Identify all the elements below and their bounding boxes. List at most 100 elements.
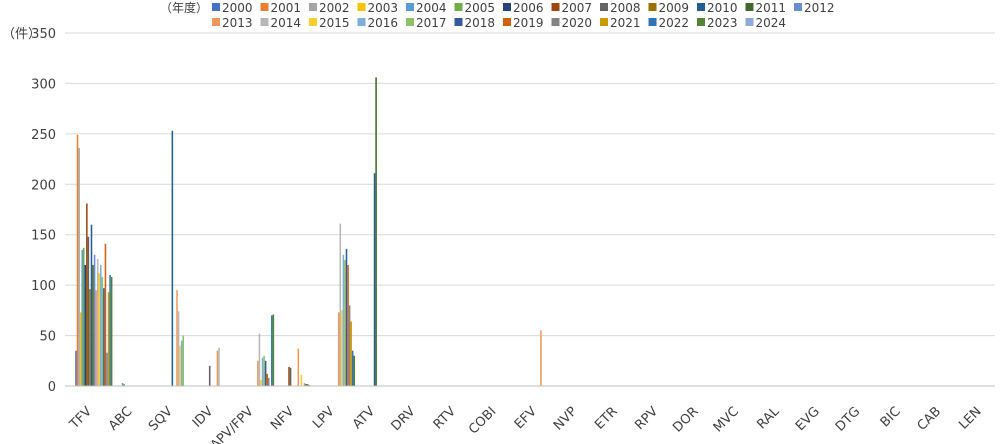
legend-swatch-2007 xyxy=(551,3,560,11)
bar-LPV-2019 xyxy=(347,264,349,386)
legend-label-2016: 2016 xyxy=(368,16,399,30)
bar-SQV-2016 xyxy=(180,340,183,386)
y-tick-label: 100 xyxy=(31,279,56,294)
bar-SQV-2010 xyxy=(171,130,174,386)
x-tick-label: MVC xyxy=(711,404,742,435)
legend-swatch-2006 xyxy=(503,3,511,11)
legend-label-2000: 2000 xyxy=(222,1,253,15)
bar-TFV-2023 xyxy=(110,277,113,386)
bar-TFV-2004 xyxy=(81,249,83,386)
legend-swatch-2011 xyxy=(745,3,754,11)
x-tick-label: RPV xyxy=(632,404,661,433)
legend-label-2003: 2003 xyxy=(368,1,399,15)
bar-TFV-2006 xyxy=(84,264,87,386)
bar-IDV-2008 xyxy=(208,365,211,386)
x-tick-label: TFV xyxy=(67,404,96,433)
legend-label-2007: 2007 xyxy=(562,1,593,15)
x-tick-label: BIC xyxy=(878,404,904,430)
bar-TFV-2018 xyxy=(103,288,105,386)
legend-swatch-2015 xyxy=(309,18,317,26)
bar-IDV-2014 xyxy=(218,347,220,386)
x-tick-label: COBI xyxy=(466,404,499,437)
legend-label-2004: 2004 xyxy=(416,1,447,15)
bar-APV/FPV-2013 xyxy=(257,360,259,386)
bar-LPV-2020 xyxy=(348,305,351,386)
legend-swatch-2008 xyxy=(600,3,608,11)
x-tick-label: ABC xyxy=(106,404,135,433)
bar-TFV-2017 xyxy=(101,277,104,386)
legend-label-2024: 2024 xyxy=(756,16,787,30)
legend-swatch-2020 xyxy=(551,18,560,26)
bar-NFV-2007 xyxy=(288,366,290,386)
x-tick-label: RTV xyxy=(431,404,459,432)
x-tick-label: ATV xyxy=(350,404,378,432)
legend-label-2015: 2015 xyxy=(319,16,350,30)
bar-LPV-2017 xyxy=(344,259,346,386)
bar-TFV-2015 xyxy=(98,273,101,386)
bar-SQV-2015 xyxy=(179,345,181,386)
legend-label-2002: 2002 xyxy=(319,1,350,15)
bar-TFV-2014 xyxy=(96,258,99,386)
legend-title: （年度） xyxy=(160,0,208,15)
legend-swatch-2018 xyxy=(454,18,463,26)
bar-TFV-2000 xyxy=(75,350,77,386)
y-tick-label: 200 xyxy=(31,178,56,193)
bar-ATV-2011 xyxy=(375,77,377,387)
y-tick-label: 150 xyxy=(31,229,56,244)
x-tick-label: NVP xyxy=(551,404,580,433)
x-tick-label: EFV xyxy=(512,404,540,432)
legend-swatch-2024 xyxy=(745,18,754,26)
legend-swatch-2005 xyxy=(454,3,463,11)
legend-swatch-2016 xyxy=(357,18,366,26)
x-tick-label: RAL xyxy=(754,404,783,433)
legend-label-2011: 2011 xyxy=(756,1,787,15)
bar-NFV-2015 xyxy=(300,374,303,386)
bar-TFV-2013 xyxy=(95,290,97,386)
legend-swatch-2013 xyxy=(212,18,220,26)
bar-SQV-2014 xyxy=(177,311,180,386)
y-axis-unit: （件） xyxy=(2,27,41,42)
bar-TFV-2019 xyxy=(104,243,107,386)
bar-SQV-2017 xyxy=(182,335,184,386)
bar-TFV-2011 xyxy=(92,264,94,386)
bar-APV/FPV-2020 xyxy=(267,377,270,386)
x-tick-label: EVG xyxy=(793,404,823,434)
x-tick-label: CAB xyxy=(915,404,945,434)
bar-TFV-2002 xyxy=(78,147,80,386)
bar-TFV-2001 xyxy=(76,134,79,386)
y-tick-label: 250 xyxy=(31,128,56,143)
bar-TFV-2010 xyxy=(90,224,93,386)
bar-LPV-2014 xyxy=(339,223,342,386)
bar-LPV-2015 xyxy=(341,310,343,386)
legend-label-2012: 2012 xyxy=(804,1,835,15)
bar-TFV-2009 xyxy=(89,289,91,386)
y-tick-label: 50 xyxy=(39,330,56,345)
x-tick-label: APV/FPV xyxy=(208,404,257,444)
legend-swatch-2021 xyxy=(600,18,608,26)
bar-SQV-2013 xyxy=(176,290,178,386)
bar-APV/FPV-2023 xyxy=(272,314,275,386)
legend-swatch-2010 xyxy=(697,3,705,11)
bar-APV/FPV-2016 xyxy=(261,357,264,386)
bar-TFV-2012 xyxy=(93,254,96,386)
legend-label-2008: 2008 xyxy=(610,1,641,15)
x-tick-label: ETR xyxy=(592,404,620,432)
x-tick-label: LEN xyxy=(956,404,984,432)
x-tick-label: LPV xyxy=(310,404,338,432)
legend-label-2019: 2019 xyxy=(513,16,544,30)
legend-label-2010: 2010 xyxy=(707,1,738,15)
bar-LPV-2013 xyxy=(337,312,340,386)
bar-LPV-2022 xyxy=(351,350,354,386)
bar-LPV-2016 xyxy=(342,254,345,386)
legend-label-2013: 2013 xyxy=(222,16,253,30)
bar-ABC-2004 xyxy=(121,382,124,386)
x-tick-label: DOR xyxy=(670,404,701,435)
y-tick-label: 0 xyxy=(48,380,56,395)
legend-label-2018: 2018 xyxy=(465,16,496,30)
x-tick-label: DRV xyxy=(389,404,419,434)
legend-swatch-2003 xyxy=(357,3,366,11)
x-tick-label: NFV xyxy=(268,404,297,433)
bar-EFV-2013 xyxy=(540,330,542,386)
bar-TFV-2022 xyxy=(109,275,111,386)
